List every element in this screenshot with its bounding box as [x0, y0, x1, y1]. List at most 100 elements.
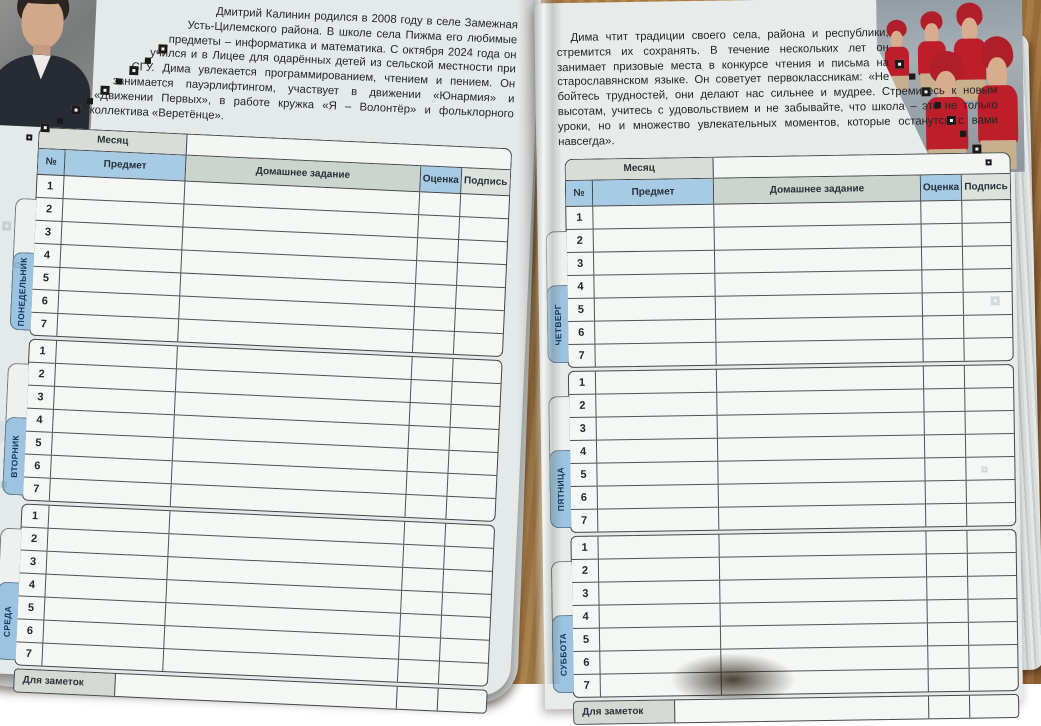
pixel-decoration — [145, 58, 151, 64]
signature-cell — [458, 240, 507, 264]
signature-cell — [445, 524, 494, 548]
notes-grade-cell — [397, 687, 439, 711]
day-label: ЧЕТВЕРГ — [553, 304, 564, 345]
student-portrait-photo — [0, 0, 98, 129]
grade-cell — [416, 262, 458, 286]
period-number-cell: 6 — [568, 322, 595, 344]
homework-cell — [721, 601, 928, 626]
signature-cell — [459, 217, 508, 241]
col-header-grade: Оценка — [921, 175, 962, 201]
grade-cell — [929, 669, 970, 692]
col-header-grade: Оценка — [420, 167, 462, 194]
signature-cell — [964, 338, 1012, 361]
pixel-decoration — [947, 116, 956, 125]
pixel-decoration — [895, 60, 904, 69]
pixel-decoration — [26, 134, 32, 140]
grade-cell — [925, 435, 966, 458]
day-label: СУББОТА — [558, 633, 569, 676]
period-number-cell: 1 — [569, 372, 596, 394]
grade-cell — [410, 403, 452, 427]
grade-cell — [398, 660, 440, 684]
period-number-cell: 6 — [571, 487, 598, 509]
subject-cell — [42, 644, 164, 671]
grade-cell — [411, 380, 453, 404]
period-number-cell: 2 — [567, 230, 594, 252]
signature-cell — [966, 434, 1014, 457]
notes-label: Для заметок — [14, 670, 116, 697]
grade-cell — [404, 522, 446, 546]
subject-cell — [597, 462, 718, 486]
grade-cell — [401, 591, 443, 615]
subject-cell — [599, 581, 720, 605]
notes-label: Для заметок — [574, 701, 675, 725]
pixel-decoration — [921, 87, 930, 96]
grade-cell — [419, 193, 461, 217]
grade-cell — [414, 307, 456, 331]
homework-cell — [720, 578, 927, 603]
day-tab: ПЯТНИЦА — [548, 396, 571, 528]
pixel-decoration — [116, 78, 122, 84]
signature-cell — [968, 576, 1016, 599]
homework-cell — [718, 436, 925, 461]
grade-cell — [418, 216, 460, 240]
day-label: ПЯТНИЦА — [555, 467, 566, 511]
homework-cell — [716, 340, 923, 365]
col-header-homework: Домашнее задание — [714, 176, 921, 204]
pixel-decoration — [935, 102, 941, 108]
period-number-cell: 2 — [572, 560, 599, 582]
pixel-decoration — [41, 123, 50, 132]
period-number-cell: 2 — [36, 198, 64, 221]
signature-cell — [963, 246, 1011, 269]
signature-cell — [967, 530, 1015, 553]
page-shadow — [668, 652, 798, 698]
period-number-cell: 7 — [23, 478, 51, 501]
pixel-decoration — [158, 44, 167, 53]
signature-cell — [968, 599, 1016, 622]
signature-cell — [456, 286, 505, 310]
day-tab-highlight: СУББОТА — [552, 615, 574, 693]
subject-cell — [598, 508, 719, 532]
subject-cell — [50, 479, 172, 506]
grade-cell — [927, 577, 968, 600]
notes-grade-cell — [929, 696, 970, 719]
pixel-decoration — [57, 118, 63, 124]
signature-cell — [969, 622, 1017, 645]
period-number-cell: 1 — [37, 175, 65, 198]
period-number-cell: 7 — [15, 643, 43, 666]
grade-cell — [412, 357, 454, 381]
day-label: СРЕДА — [2, 606, 13, 638]
schedule-header: Месяц № Предмет Домашнее задание Оценка … — [565, 152, 1012, 206]
signature-cell — [963, 269, 1011, 292]
grade-cell — [925, 412, 966, 435]
period-number-cell: 5 — [32, 267, 60, 290]
student-quote-paragraph: Дима чтит традиции своего села, района и… — [556, 24, 998, 149]
day-label: ВТОРНИК — [9, 435, 21, 478]
pixel-decoration — [986, 159, 992, 165]
grade-cell — [923, 293, 964, 316]
period-number-cell: 7 — [30, 313, 58, 336]
homework-cell — [718, 459, 925, 484]
pixel-decoration — [909, 74, 915, 80]
subject-cell — [594, 274, 715, 298]
signature-cell — [448, 451, 497, 475]
signature-cell — [970, 668, 1018, 691]
signature-cell — [455, 309, 504, 333]
schedule-right: Месяц № Предмет Домашнее задание Оценка … — [565, 152, 1020, 725]
grade-cell — [926, 481, 967, 504]
period-number-cell: 5 — [573, 629, 600, 651]
period-number-cell: 3 — [567, 253, 594, 275]
signature-cell — [969, 645, 1017, 668]
subject-cell — [595, 320, 716, 344]
homework-cell — [719, 482, 926, 507]
period-number-cell: 6 — [573, 652, 600, 674]
notes-signature-cell — [438, 689, 487, 713]
homework-cell — [717, 390, 924, 415]
subject-cell — [596, 393, 717, 417]
signature-cell — [964, 315, 1012, 338]
grade-cell — [924, 366, 965, 389]
subject-cell — [597, 439, 718, 463]
